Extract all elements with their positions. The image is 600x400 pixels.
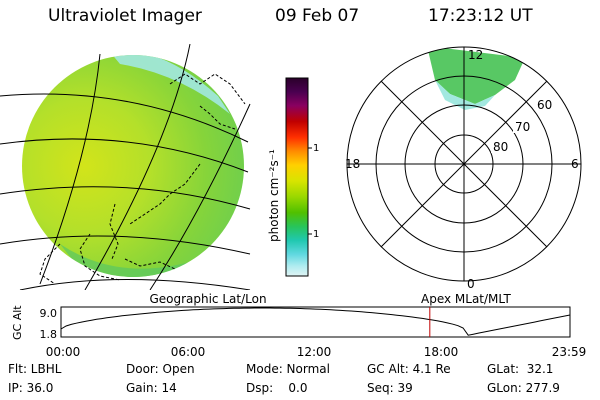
glat-field: GLat: 32.1 [487, 362, 554, 376]
glon-field: GLon: 277.9 [487, 381, 560, 395]
label-bg [535, 98, 557, 111]
coastline [199, 105, 236, 130]
filter-field: Flt: LBHL [8, 362, 62, 376]
lon-line [84, 44, 191, 290]
gain-field: Gain: 14 [126, 381, 177, 395]
coastline [79, 233, 121, 281]
coastline [109, 203, 119, 260]
altitude-curve [60, 307, 571, 336]
lat-label-70: 70 [515, 120, 530, 134]
x-tick-label: 12:00 [297, 345, 332, 359]
x-tick-label: 18:00 [424, 345, 459, 359]
y-axis-label: GC Alt [11, 305, 24, 340]
lon-line [149, 103, 251, 290]
dayglow-edge [110, 55, 230, 114]
mlt-label-0: 0 [467, 277, 475, 291]
colorbar-tick-label: 10 [313, 229, 320, 240]
timeline-left-title: Geographic Lat/Lon [149, 292, 266, 306]
colorbar-unit-label: photon cm⁻²s⁻¹ [267, 149, 281, 242]
x-tick-label: 00:00 [46, 345, 81, 359]
ip-field: IP: 36.0 [8, 381, 54, 395]
mode-field: Mode: Normal [246, 362, 330, 376]
y-tick-label: 9.0 [40, 307, 58, 320]
lat-line [0, 186, 251, 210]
colorbar-tick-label: 100 [313, 143, 320, 154]
lat-line [0, 138, 249, 173]
polar-plot: 60 70 80 12 0 18 6 [345, 46, 582, 291]
x-tick-label: 23:59 [552, 345, 587, 359]
auroral-oval-edge [435, 80, 495, 110]
gc-alt-field: GC Alt: 4.1 Re [367, 362, 451, 376]
seq-field: Seq: 39 [367, 381, 413, 395]
coastline [124, 258, 176, 270]
colorbar-gradient [285, 77, 309, 277]
date-label: 09 Feb 07 [275, 6, 360, 26]
mlt-label-12: 12 [468, 48, 483, 62]
lat-line [0, 235, 251, 255]
earth-disk [22, 55, 244, 277]
app-title: Ultraviolet Imager [48, 6, 202, 26]
mlt-label-6: 6 [571, 157, 579, 171]
time-label: 17:23:12 UT [428, 6, 533, 26]
coastline [169, 73, 246, 105]
coastline [39, 243, 61, 285]
label-bg [513, 120, 535, 133]
altitude-timeline: Geographic Lat/Lon Apex MLat/MLT GC Alt … [11, 292, 587, 359]
y-tick-label: 1.8 [40, 328, 58, 341]
label-bg [491, 140, 513, 153]
mlt-label-18: 18 [345, 157, 360, 171]
colorbar: 100 10 photon cm⁻²s⁻¹ [267, 77, 320, 277]
auroral-oval [427, 47, 525, 104]
lat-label-80: 80 [493, 140, 508, 154]
door-field: Door: Open [126, 362, 195, 376]
lat-line [19, 279, 251, 290]
x-tick-label: 06:00 [171, 345, 206, 359]
lat-line [0, 93, 249, 143]
timeline-right-title: Apex MLat/MLT [421, 292, 511, 306]
coastline [129, 163, 201, 225]
mlt-diagonal [380, 80, 548, 248]
dsp-field: Dsp: 0.0 [246, 381, 308, 395]
earth-image [0, 44, 251, 290]
timeline-frame [60, 306, 571, 338]
lat-label-60: 60 [537, 98, 552, 112]
